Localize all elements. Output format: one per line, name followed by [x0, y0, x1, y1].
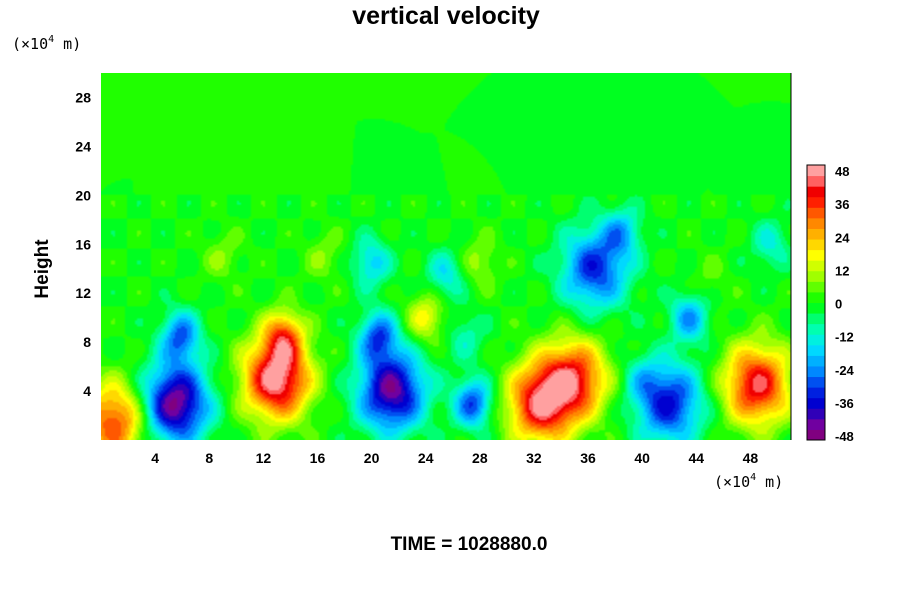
colorbar-swatch	[807, 249, 825, 261]
colorbar-label: -36	[835, 396, 854, 411]
y-axis-unit-prefix: (×10	[12, 35, 48, 53]
colorbar-frame	[806, 164, 826, 441]
colorbar-swatch	[807, 344, 825, 356]
colorbar-swatch	[807, 165, 825, 177]
colorbar-swatch	[807, 196, 825, 208]
time-label: TIME = 1028880.0	[391, 534, 548, 555]
colorbar-swatch	[807, 334, 825, 346]
colorbar-label: 24	[835, 230, 850, 245]
x-tick-label: 12	[256, 450, 272, 466]
y-axis-ticks: 4 8 12 16 20 24 28	[75, 89, 91, 399]
x-tick-label: 32	[526, 450, 542, 466]
x-tick-label: 24	[418, 450, 434, 466]
colorbar-swatch	[807, 429, 825, 441]
x-tick-label: 48	[743, 450, 759, 466]
x-tick-label: 28	[472, 450, 488, 466]
x-axis-unit-exponent: 4	[750, 472, 756, 483]
colorbar-swatch	[807, 397, 825, 409]
y-tick-label: 20	[75, 187, 91, 203]
colorbar-swatch	[807, 239, 825, 251]
x-tick-label: 36	[580, 450, 596, 466]
y-tick-label: 12	[75, 285, 91, 301]
colorbar-labels: 48 36 24 12 0 -12 -24 -36 -48	[835, 164, 855, 444]
y-axis-unit: (×104 m)	[12, 34, 81, 53]
y-tick-label: 28	[75, 89, 91, 105]
y-tick-label: 8	[83, 334, 91, 350]
x-tick-label: 40	[634, 450, 650, 466]
colorbar-label: 0	[835, 297, 842, 312]
x-axis-unit-prefix: (×10	[714, 473, 750, 491]
colorbar-swatch	[807, 207, 825, 219]
x-axis-ticks: 4 8 12 16 20 24 28 32 36 40 44 48	[151, 450, 758, 466]
y-tick-label: 24	[75, 138, 91, 154]
colorbar-label: -48	[835, 429, 854, 444]
colorbar-swatch	[807, 175, 825, 187]
x-tick-label: 16	[310, 450, 326, 466]
colorbar-swatch	[807, 376, 825, 388]
colorbar-label: -12	[835, 330, 854, 345]
colorbar-label: 48	[835, 164, 849, 179]
colorbar-swatch	[807, 418, 825, 430]
colorbar-swatch	[807, 291, 825, 303]
colorbar-label: 36	[835, 197, 849, 212]
colorbar-swatch	[807, 260, 825, 272]
colorbar-swatch	[807, 313, 825, 325]
velocity-field	[101, 73, 791, 440]
y-axis-unit-exponent: 4	[48, 34, 54, 45]
colorbar-swatch	[807, 365, 825, 378]
colorbar-swatch	[807, 302, 825, 314]
colorbar-swatch	[807, 281, 825, 293]
colorbar-swatch	[807, 408, 825, 420]
x-tick-label: 44	[689, 450, 705, 466]
colorbar-swatch	[807, 355, 825, 367]
colorbar-swatch	[807, 228, 825, 240]
x-axis-unit-suffix: m)	[756, 473, 783, 491]
x-tick-label: 4	[151, 450, 159, 466]
y-axis-unit-suffix: m)	[54, 35, 81, 53]
colorbar-swatch	[807, 323, 825, 335]
x-tick-label: 20	[364, 450, 380, 466]
x-tick-label: 8	[205, 450, 213, 466]
colorbar-label: 12	[835, 263, 849, 278]
y-tick-label: 4	[83, 383, 91, 399]
y-tick-label: 16	[75, 236, 91, 252]
chart-title: vertical velocity	[352, 2, 540, 30]
colorbar-swatch	[807, 217, 825, 229]
colorbar-swatch	[807, 270, 825, 282]
x-axis-unit: (×104 m)	[714, 472, 783, 491]
velocity-contours	[101, 73, 791, 440]
colorbar-swatch	[807, 186, 825, 198]
colorbar	[806, 164, 826, 441]
colorbar-swatch	[807, 387, 825, 399]
colorbar-label: -24	[835, 363, 855, 378]
y-axis-label: Height	[32, 239, 53, 299]
